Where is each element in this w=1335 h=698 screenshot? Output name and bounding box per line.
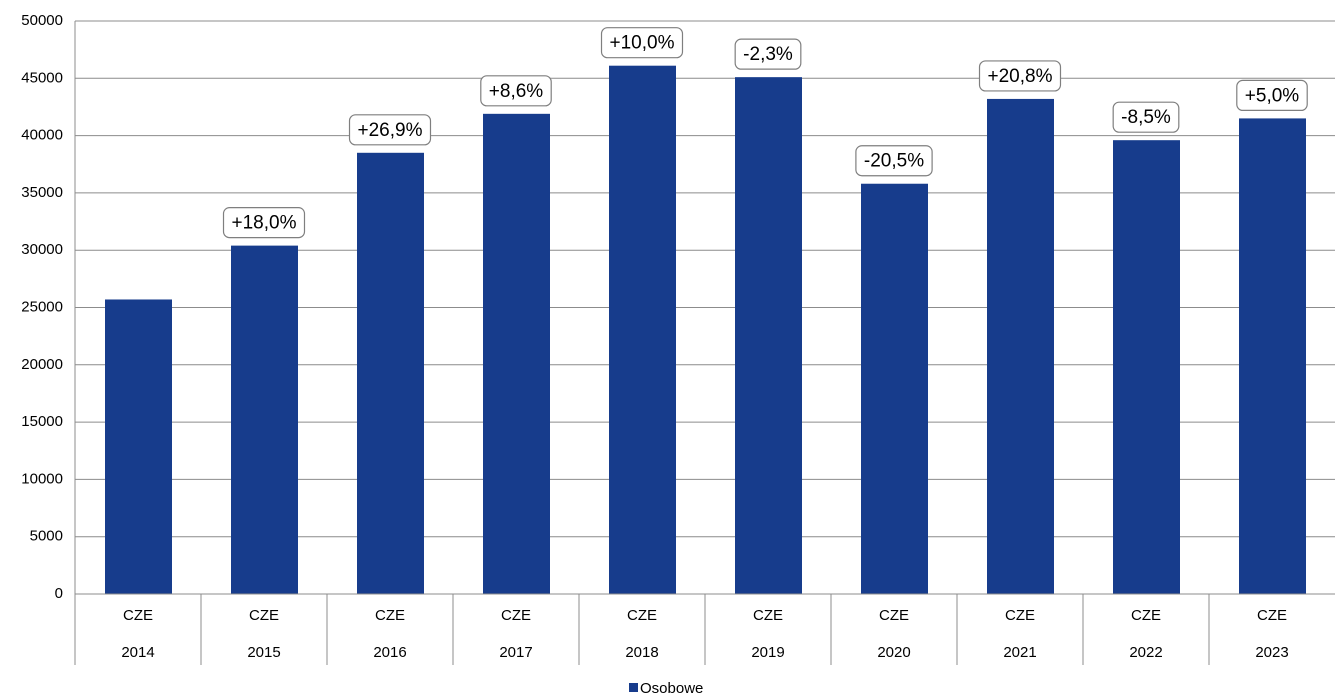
change-label: +20,8% [988,66,1053,87]
change-label: -8,5% [1121,107,1171,128]
x-tick-label: 2018 [625,644,658,661]
legend-label: Osobowe [640,680,703,697]
y-tick-label: 15000 [21,413,63,430]
x-tick-label-country: CZE [501,607,531,624]
y-tick-label: 5000 [30,528,63,545]
change-label-box [600,27,684,59]
x-tick-label: 2015 [247,644,280,661]
x-tick-label-country: CZE [753,607,783,624]
change-label-box [1112,101,1180,133]
change-label-box [1236,79,1308,112]
y-tick-label: 45000 [21,69,63,86]
x-tick-label: 2021 [1003,644,1036,661]
change-label-box [480,75,552,107]
change-label-box [855,145,933,177]
bar [483,113,550,595]
x-tick-label: 2023 [1255,644,1288,661]
bar [231,245,298,594]
change-label: +18,0% [232,213,297,234]
x-tick-label-country: CZE [123,607,153,624]
change-label: -20,5% [864,151,924,172]
bar [357,152,424,595]
x-tick-label-country: CZE [879,607,909,624]
x-tick-label-country: CZE [249,607,279,624]
y-tick-label: 10000 [21,470,63,487]
x-tick-label-country: CZE [1257,607,1287,624]
y-tick-label: 20000 [21,356,63,373]
y-tick-label: 25000 [21,298,63,315]
y-tick-label: 50000 [21,12,63,29]
bar [105,299,172,594]
bar [1239,118,1306,594]
x-tick-label: 2014 [121,644,154,661]
x-tick-label: 2022 [1129,644,1162,661]
change-label: +26,9% [358,120,423,141]
y-tick-label: 35000 [21,184,63,201]
change-label-box [734,38,802,70]
x-tick-label: 2019 [751,644,784,661]
y-tick-label: 0 [55,585,63,602]
legend-swatch [629,683,638,692]
change-label: +8,6% [489,81,544,102]
change-label-box [348,114,432,146]
x-tick-label-country: CZE [1131,607,1161,624]
bar [861,183,928,594]
change-label: +10,0% [610,33,675,54]
x-tick-label-country: CZE [1005,607,1035,624]
change-label: +5,0% [1245,85,1300,106]
x-tick-label-country: CZE [375,607,405,624]
change-label-box [978,60,1062,92]
bar [1113,140,1180,594]
x-tick-label-country: CZE [627,607,657,624]
bar [987,98,1054,594]
y-tick-label: 40000 [21,127,63,144]
x-tick-label: 2020 [877,644,910,661]
change-label-box [222,207,306,239]
x-tick-label: 2016 [373,644,406,661]
x-tick-label: 2017 [499,644,532,661]
bar [609,65,676,595]
change-label: -2,3% [743,44,793,65]
bar [735,77,802,595]
y-tick-label: 30000 [21,241,63,258]
